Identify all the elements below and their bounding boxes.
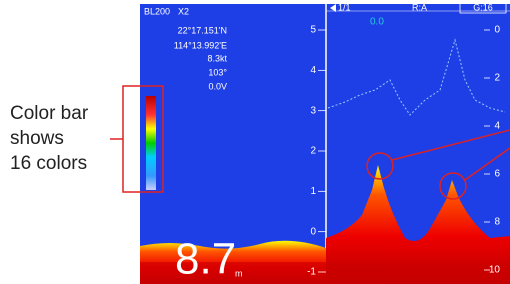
right-scale-label: 4 xyxy=(494,121,500,132)
left-scale-label: 3 xyxy=(310,105,316,116)
longitude: 114°13.992'E xyxy=(174,40,227,50)
annotation-text: Color bar xyxy=(10,103,89,124)
right-scale-label: 0 xyxy=(494,25,500,36)
annotation-text: 16 colors xyxy=(10,153,87,174)
gain: G:16 xyxy=(473,2,493,12)
page: Color bar shows 16 colors BL200 X2 22°17… xyxy=(0,0,510,284)
left-scale-label: 5 xyxy=(310,25,316,36)
left-scale-label: 1 xyxy=(310,186,316,197)
right-scale-label: 10 xyxy=(489,265,501,276)
heading: 103° xyxy=(208,67,227,77)
depth-value: 8.7 xyxy=(175,235,236,284)
speed: 8.3kt xyxy=(207,53,227,63)
left-scale-label: 4 xyxy=(310,65,316,76)
left-scale-label: 2 xyxy=(310,146,316,157)
color-bar xyxy=(146,96,156,190)
top-label: 0.0 xyxy=(370,17,384,28)
right-scale-label: 6 xyxy=(494,169,500,180)
page: 1/1 xyxy=(338,2,351,12)
right-scale-label: 2 xyxy=(494,73,500,84)
zoom: X2 xyxy=(178,6,189,16)
depth-unit: m xyxy=(235,268,243,278)
latitude: 22°17.151'N xyxy=(178,25,227,35)
right-scale-label: 8 xyxy=(494,217,500,228)
left-scale-label: -1 xyxy=(307,267,316,278)
voltage: 0.0V xyxy=(208,81,227,91)
left-scale-label: 0 xyxy=(310,226,316,237)
annotation-text: shows xyxy=(10,128,64,149)
range-mode: R:A xyxy=(412,2,427,12)
screenshot: Color bar shows 16 colors BL200 X2 22°17… xyxy=(0,0,510,284)
model: BL200 xyxy=(144,6,170,16)
